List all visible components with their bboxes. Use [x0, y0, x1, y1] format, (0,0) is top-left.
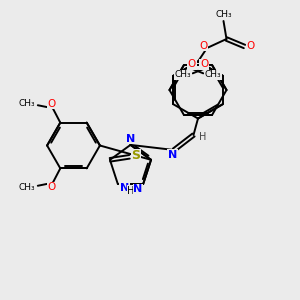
- Text: CH₃: CH₃: [175, 70, 191, 79]
- Text: N: N: [168, 149, 177, 160]
- Text: O: O: [47, 182, 56, 192]
- Text: O: O: [47, 99, 56, 109]
- Text: O: O: [246, 41, 255, 51]
- Text: O: O: [200, 59, 208, 69]
- Text: H: H: [127, 186, 135, 196]
- Text: CH₃: CH₃: [205, 70, 221, 79]
- Text: H: H: [200, 131, 207, 142]
- Text: N: N: [127, 134, 136, 144]
- Text: N: N: [120, 184, 129, 194]
- Text: CH₃: CH₃: [19, 183, 35, 192]
- Text: O: O: [188, 59, 196, 69]
- Text: O: O: [199, 40, 208, 51]
- Text: CH₃: CH₃: [216, 10, 232, 19]
- Text: S: S: [132, 149, 141, 162]
- Text: CH₃: CH₃: [19, 99, 35, 108]
- Text: N: N: [133, 184, 142, 194]
